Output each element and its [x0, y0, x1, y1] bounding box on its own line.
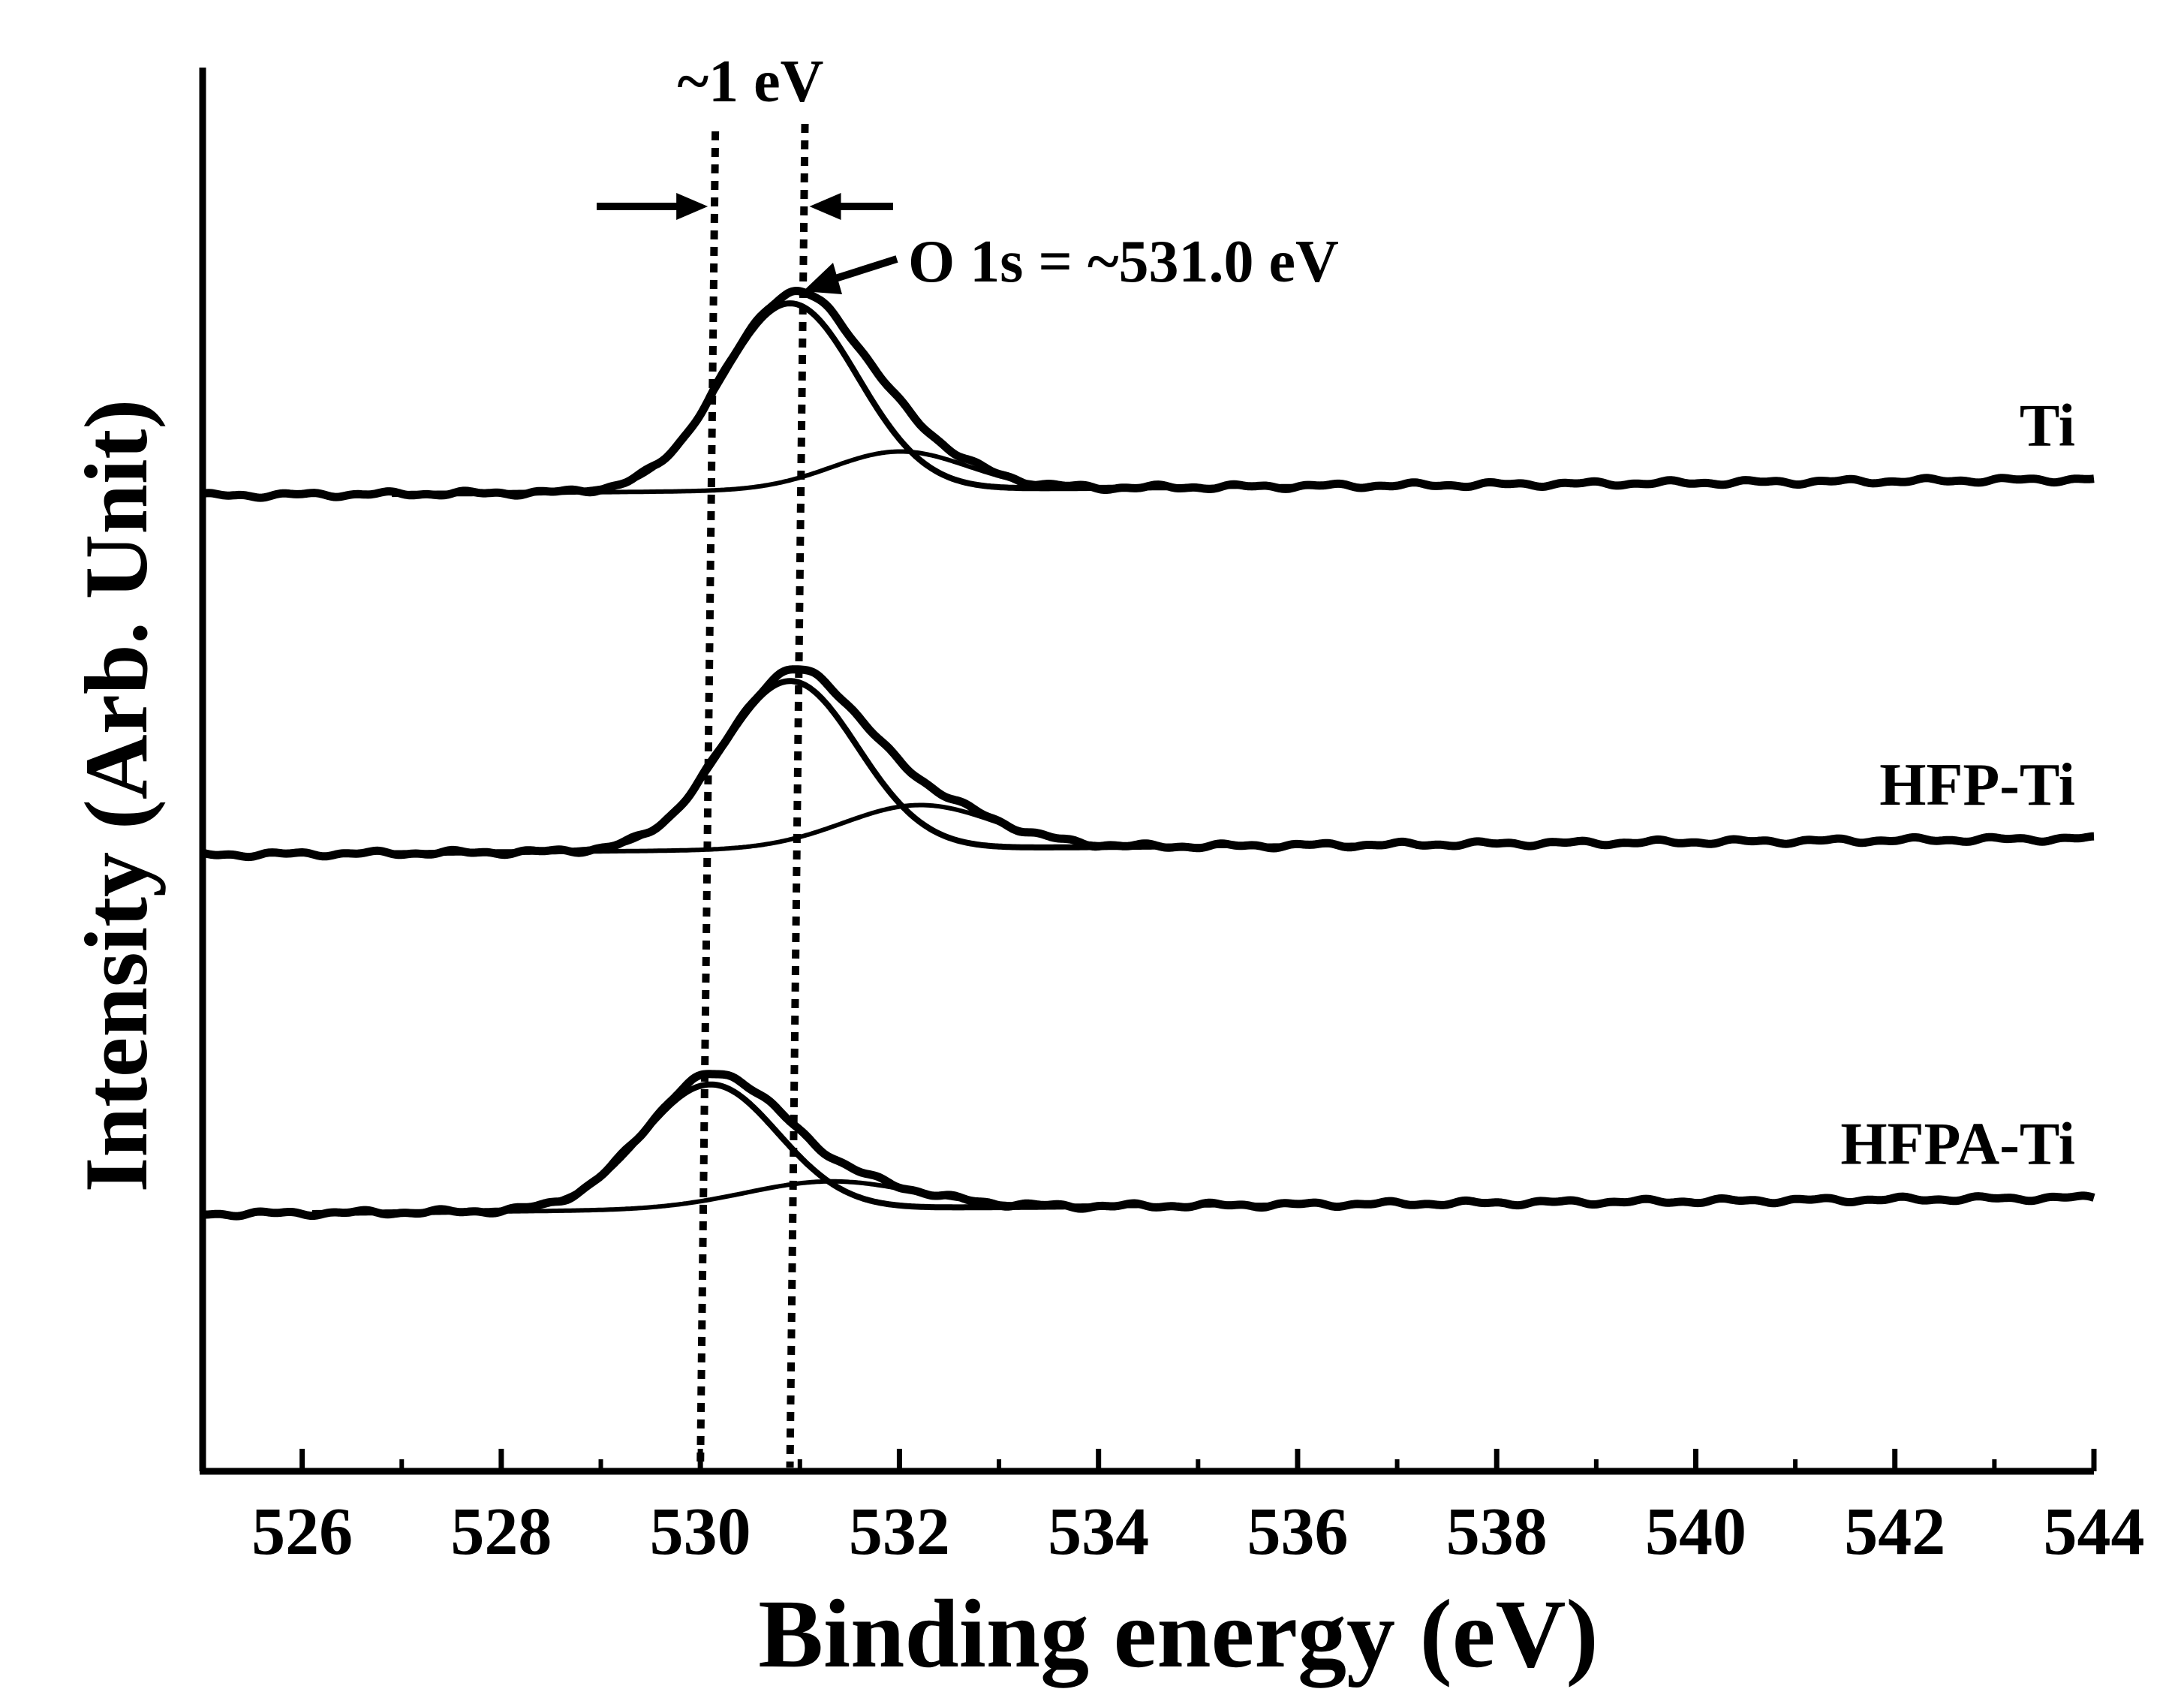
spectrum-line-ti — [200, 287, 2096, 502]
shift-annotation-label: ~1 eV — [678, 49, 824, 115]
shift-arrowhead-left — [676, 193, 708, 220]
component-line-ti — [390, 300, 1190, 498]
component-line-hfp-ti — [390, 678, 1190, 857]
x-tick-label: 532 — [849, 1495, 950, 1569]
y-axis-title: Intensity (Arb. Unit) — [66, 399, 166, 1193]
x-axis-title: Binding energy (eV) — [758, 1580, 1598, 1688]
peak-arrowhead — [803, 263, 842, 294]
reference-dotted-line — [696, 131, 720, 1468]
peak-annotation-label: O 1s = ~531.0 eV — [908, 229, 1339, 295]
x-tick-label: 536 — [1247, 1495, 1348, 1569]
x-tick-label: 544 — [2044, 1495, 2145, 1569]
x-tick-label: 534 — [1048, 1495, 1149, 1569]
plot-area: Ti HFP-Ti HFPA-Ti — [200, 287, 2096, 1221]
series-label: Ti — [2020, 393, 2075, 459]
peak-arrow-line — [832, 255, 898, 283]
x-tick-label: 538 — [1446, 1495, 1548, 1569]
x-tick-label: 528 — [450, 1495, 552, 1569]
x-tick-label: 530 — [650, 1495, 751, 1569]
shift-arrowhead-right — [809, 193, 841, 220]
annotations — [597, 123, 898, 1468]
spectrum-line-hfp-ti — [200, 665, 2096, 862]
reference-dotted-line — [786, 123, 809, 1468]
series-label: HFP-Ti — [1879, 752, 2075, 818]
spectrum-line-hfpa-ti — [200, 1070, 2096, 1221]
component-line-hfpa-ti — [311, 1081, 1110, 1216]
axes: 526 528 530 532 534 536 538 540 542 544 — [199, 68, 2145, 1569]
x-tick-label: 526 — [251, 1495, 353, 1569]
x-tick-label: 542 — [1844, 1495, 1945, 1569]
x-tick-label: 540 — [1645, 1495, 1746, 1569]
series-label: HFPA-Ti — [1840, 1112, 2075, 1178]
